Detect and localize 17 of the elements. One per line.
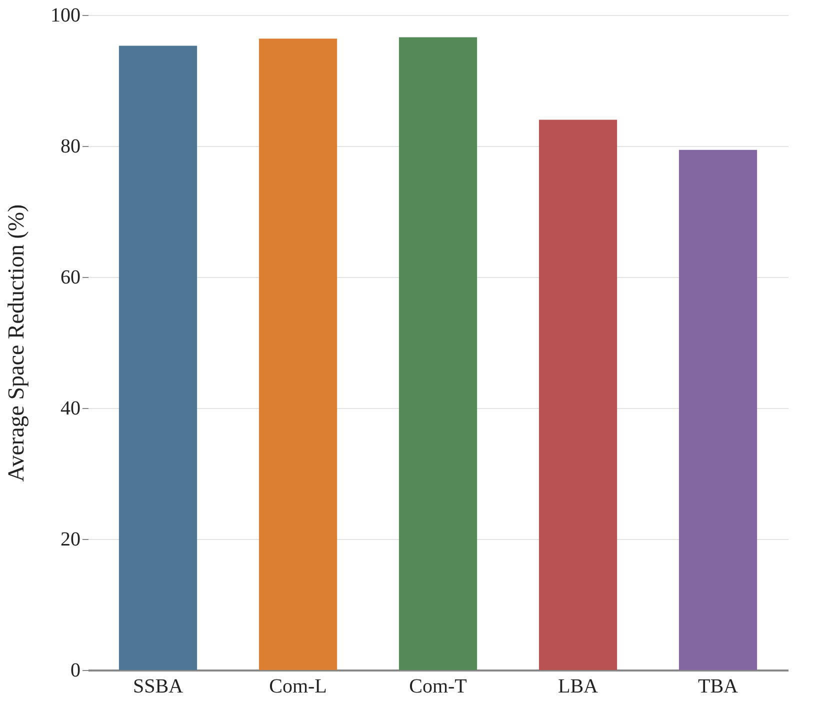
y-tick-label: 40 (60, 398, 80, 420)
x-tick-label: SSBA (132, 676, 184, 698)
bar (538, 120, 618, 670)
y-tick-label: 60 (60, 266, 80, 288)
bar (398, 37, 478, 670)
y-tick-label: 80 (60, 136, 80, 158)
y-tick-label: 0 (70, 660, 80, 682)
x-tick-label: Com-T (409, 676, 467, 698)
y-tick-label: 100 (50, 4, 80, 26)
y-axis-title: Average Space Reduction (%) (4, 204, 28, 482)
x-tick-label: TBA (698, 676, 739, 698)
bar (118, 46, 198, 670)
y-tick-label: 20 (60, 528, 80, 550)
x-tick-label: LBA (558, 676, 599, 698)
x-tick-label: Com-L (269, 676, 327, 698)
bar (258, 38, 338, 670)
bar (678, 150, 758, 670)
